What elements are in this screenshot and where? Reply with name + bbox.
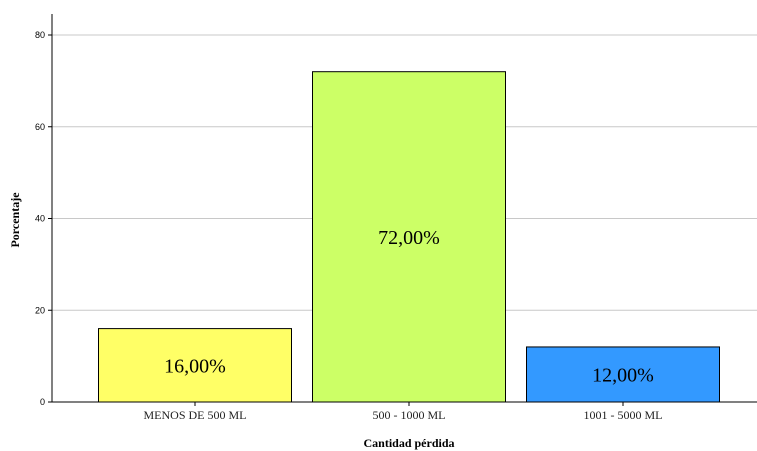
- data-label: 16,00%: [164, 355, 226, 377]
- x-tick-label: 500 - 1000 ML: [373, 408, 446, 422]
- bars: 16,00% 72,00% 12,00%: [98, 71, 720, 403]
- y-tick-label: 0: [40, 397, 45, 407]
- data-label: 12,00%: [592, 364, 654, 386]
- bar: [312, 71, 506, 403]
- x-tick-label: MENOS DE 500 ML: [143, 408, 246, 422]
- y-tick-label: 60: [35, 122, 45, 132]
- x-axis-categories: MENOS DE 500 ML 500 - 1000 ML 1001 - 5000 …: [143, 402, 663, 422]
- y-axis-title: Porcentaje: [8, 192, 22, 248]
- y-tick-label: 40: [35, 214, 45, 224]
- x-axis-title: Cantidad pérdida: [363, 436, 454, 450]
- y-axis-ticks: 0 20 40 60 80: [35, 30, 52, 407]
- data-label: 72,00%: [378, 227, 440, 249]
- y-tick-label: 20: [35, 305, 45, 315]
- x-tick-label: 1001 - 5000 ML: [584, 408, 663, 422]
- y-tick-label: 80: [35, 30, 45, 40]
- bar: [98, 328, 292, 403]
